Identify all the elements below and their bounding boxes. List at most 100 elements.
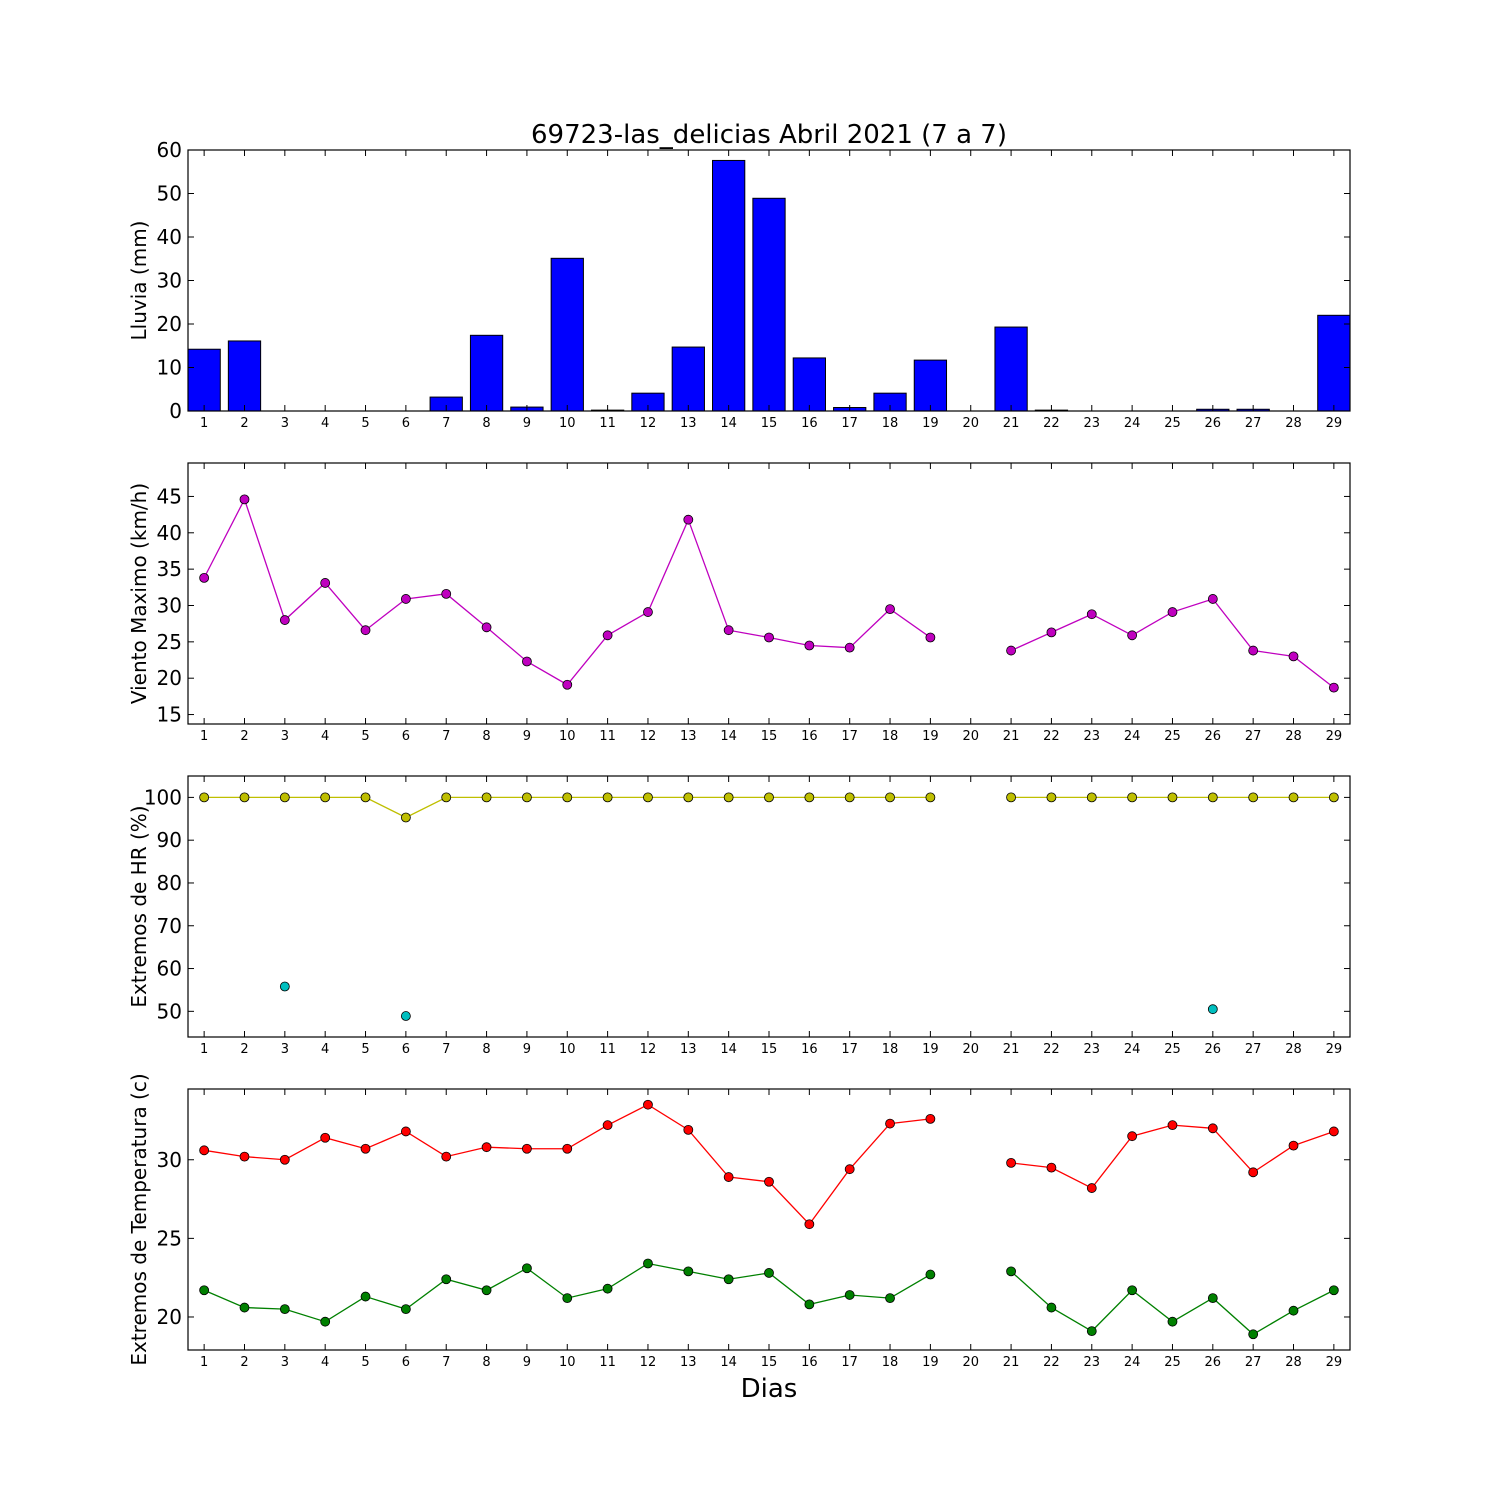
series-1-point-day-17 xyxy=(844,792,855,803)
x-tick-label: 12 xyxy=(640,1355,657,1370)
x-tick-label: 10 xyxy=(559,729,576,744)
series-1-point-day-27 xyxy=(1248,645,1259,656)
series-2-point-day-21 xyxy=(1006,1266,1016,1277)
series-1-point-day-11 xyxy=(602,1120,613,1131)
series-2-point-day-18 xyxy=(885,1293,895,1304)
x-tick-label: 2 xyxy=(240,416,248,431)
x-tick-label: 11 xyxy=(599,1042,616,1057)
series-2-point-day-16 xyxy=(804,1299,815,1310)
x-tick-label: 15 xyxy=(761,729,778,744)
x-tick-label: 28 xyxy=(1285,416,1302,431)
x-tick-label: 21 xyxy=(1003,416,1020,431)
series-1-point-day-23 xyxy=(1086,609,1097,620)
x-tick-label: 5 xyxy=(361,416,369,431)
x-tick-label: 12 xyxy=(640,416,657,431)
x-tick-label: 23 xyxy=(1084,416,1101,431)
panel-viento: 1 2 3 4 5 6 7 8 9 10 11 12 13 14 15 16 17 18 19 20 21 22 23 24 2… xyxy=(127,462,1351,744)
x-tick-label: 5 xyxy=(361,1042,369,1057)
series-1-point-day-6 xyxy=(400,594,411,604)
x-tick-label: 22 xyxy=(1043,1355,1060,1370)
y-axis-label-viento: Viento Maximo (km/h) xyxy=(127,483,151,704)
x-tick-label: 20 xyxy=(962,1355,979,1370)
series-1-point-day-7 xyxy=(441,1151,452,1162)
series-1-point-day-16 xyxy=(804,640,815,651)
y-tick-label: 90 xyxy=(157,828,182,852)
x-tick-label: 7 xyxy=(442,416,450,431)
series-2-point-day-1 xyxy=(199,1285,210,1296)
x-tick-label: 20 xyxy=(962,416,979,431)
y-tick-label: 80 xyxy=(157,871,182,895)
x-tick-label: 14 xyxy=(720,1042,737,1057)
x-tick-label: 7 xyxy=(442,1355,450,1370)
x-tick-label: 23 xyxy=(1084,729,1101,744)
panels: 1 2 3 4 5 6 7 8 9 10 11 12 13 14 15 16 17 18 19 20 21 22 23 24 2… xyxy=(127,138,1351,1370)
x-tick-label: 17 xyxy=(841,416,858,431)
series-2-point-day-4 xyxy=(320,1316,331,1327)
series-1-point-day-9 xyxy=(522,1143,532,1154)
series-1-point-day-18 xyxy=(885,1118,895,1129)
x-tick-label: 28 xyxy=(1285,1355,1302,1370)
series-1-point-day-18 xyxy=(885,604,895,615)
series-1-point-day-12 xyxy=(643,607,653,617)
series-1-point-day-9 xyxy=(522,656,532,667)
series-2-point-day-6 xyxy=(400,1011,411,1021)
y-axis-label-lluvia: Lluvia (mm) xyxy=(127,221,151,341)
x-tick-label: 9 xyxy=(523,729,531,744)
x-tick-label: 27 xyxy=(1245,1042,1262,1057)
x-tick-label: 29 xyxy=(1326,416,1343,431)
x-tick-label: 14 xyxy=(720,416,737,431)
x-tick-label: 22 xyxy=(1043,416,1060,431)
series-1-point-day-27 xyxy=(1248,792,1259,803)
bar-day-29 xyxy=(1317,314,1351,412)
x-tick-label: 19 xyxy=(922,416,939,431)
series-2-point-day-11 xyxy=(602,1283,613,1294)
series-1-point-day-24 xyxy=(1127,630,1138,641)
x-tick-label: 6 xyxy=(402,729,410,744)
bar-day-8 xyxy=(469,334,504,412)
series-2-point-day-26 xyxy=(1207,1004,1218,1015)
y-tick-label: 40 xyxy=(157,225,182,249)
series-2-point-day-10 xyxy=(562,1293,573,1304)
x-tick-label: 21 xyxy=(1003,1355,1020,1370)
x-tick-label: 13 xyxy=(680,1355,697,1370)
series-2-point-day-3 xyxy=(279,981,290,992)
series-1-point-day-6 xyxy=(400,812,411,823)
series-1-point-day-15 xyxy=(764,632,774,643)
series-1-point-day-26 xyxy=(1207,1123,1218,1134)
series-2-point-day-13 xyxy=(683,1266,694,1277)
series-1-point-day-5 xyxy=(360,1143,371,1154)
series-1-point-day-3 xyxy=(279,1154,290,1165)
series-1-point-day-9 xyxy=(522,792,532,803)
series-1-point-day-13 xyxy=(683,792,694,803)
series-1-point-day-27 xyxy=(1248,1167,1259,1178)
x-tick-label: 22 xyxy=(1043,1042,1060,1057)
bar-day-2 xyxy=(227,340,262,412)
y-tick-label: 60 xyxy=(157,138,182,162)
y-tick-label: 45 xyxy=(157,484,182,508)
series-1-point-day-26 xyxy=(1207,792,1218,803)
x-tick-label: 19 xyxy=(922,1042,939,1057)
series-1-point-day-11 xyxy=(602,792,613,803)
series-1-point-day-7 xyxy=(441,588,452,599)
series-2-point-day-29 xyxy=(1328,1285,1339,1296)
series-1-point-day-12 xyxy=(643,1099,653,1110)
series-1-point-day-22 xyxy=(1046,627,1057,638)
x-tick-label: 24 xyxy=(1124,1355,1141,1370)
bar-day-1 xyxy=(187,348,221,412)
y-tick-label: 25 xyxy=(157,1226,182,1250)
y-tick-label: 70 xyxy=(157,914,182,938)
x-tick-label: 16 xyxy=(801,416,818,431)
series-1-point-day-5 xyxy=(360,625,371,636)
series-2-point-day-28 xyxy=(1288,1305,1299,1316)
series-1-point-day-25 xyxy=(1167,607,1178,617)
x-tick-label: 17 xyxy=(841,1355,858,1370)
series-2-point-day-2 xyxy=(239,1302,250,1313)
x-tick-label: 18 xyxy=(882,1355,899,1370)
y-tick-label: 20 xyxy=(157,666,182,690)
x-tick-label: 16 xyxy=(801,729,818,744)
y-tick-label: 0 xyxy=(169,399,182,423)
y-tick-label: 30 xyxy=(157,269,182,293)
x-tick-label: 17 xyxy=(841,1042,858,1057)
series-1-point-day-10 xyxy=(562,792,573,803)
